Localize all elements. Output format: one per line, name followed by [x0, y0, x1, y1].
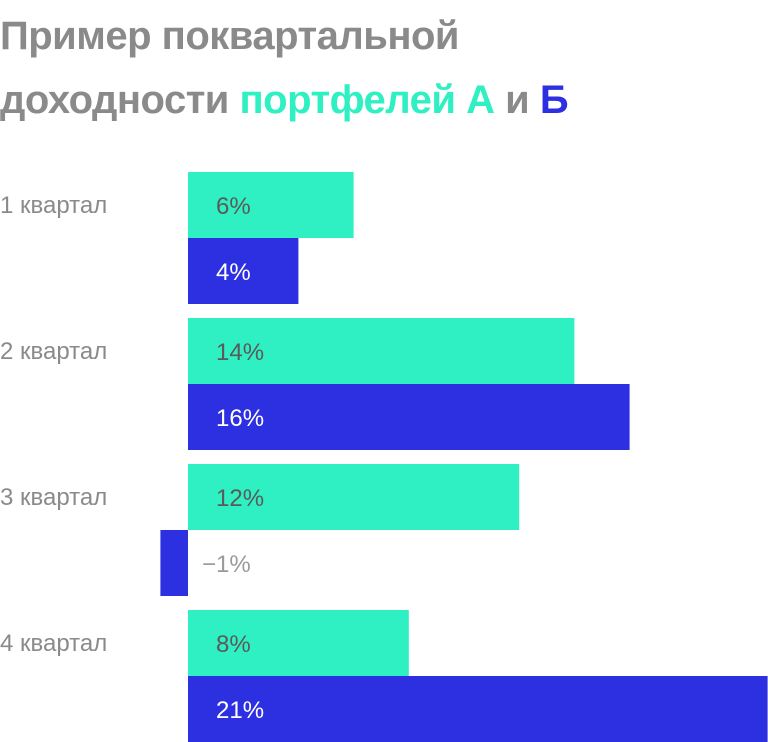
data-label: 6%	[216, 193, 251, 220]
bar-portfolio-b	[188, 676, 768, 742]
category-label: 1 квартал	[0, 192, 107, 219]
bar-portfolio-b	[188, 384, 630, 450]
category-label: 2 квартал	[0, 338, 107, 365]
bar-portfolio-a	[188, 464, 520, 530]
bar-portfolio-b	[160, 530, 188, 596]
data-label: 21%	[216, 697, 264, 724]
bar-portfolio-a	[188, 610, 409, 676]
data-label: 16%	[216, 405, 264, 432]
bar-portfolio-a	[188, 318, 575, 384]
category-label: 3 квартал	[0, 484, 107, 511]
data-label: 8%	[216, 631, 251, 658]
category-label: 4 квартал	[0, 630, 107, 657]
title-line-2: доходности портфелей А и Б	[0, 68, 569, 132]
title-line-1: Пример поквартальной	[0, 14, 460, 58]
legend-portfolio-a: портфелей А	[239, 78, 495, 122]
data-label: 12%	[216, 485, 264, 512]
title-conjunction: и	[494, 78, 540, 122]
data-label: 14%	[216, 339, 264, 366]
bar-portfolio-b	[188, 238, 299, 304]
bar-portfolio-a	[188, 172, 354, 238]
data-label: 4%	[216, 259, 251, 286]
data-label: −1%	[202, 551, 251, 578]
title-prefix: доходности	[0, 78, 240, 122]
chart-title: Пример поквартальной доходности портфеле…	[0, 4, 569, 132]
legend-portfolio-b: Б	[539, 78, 569, 122]
